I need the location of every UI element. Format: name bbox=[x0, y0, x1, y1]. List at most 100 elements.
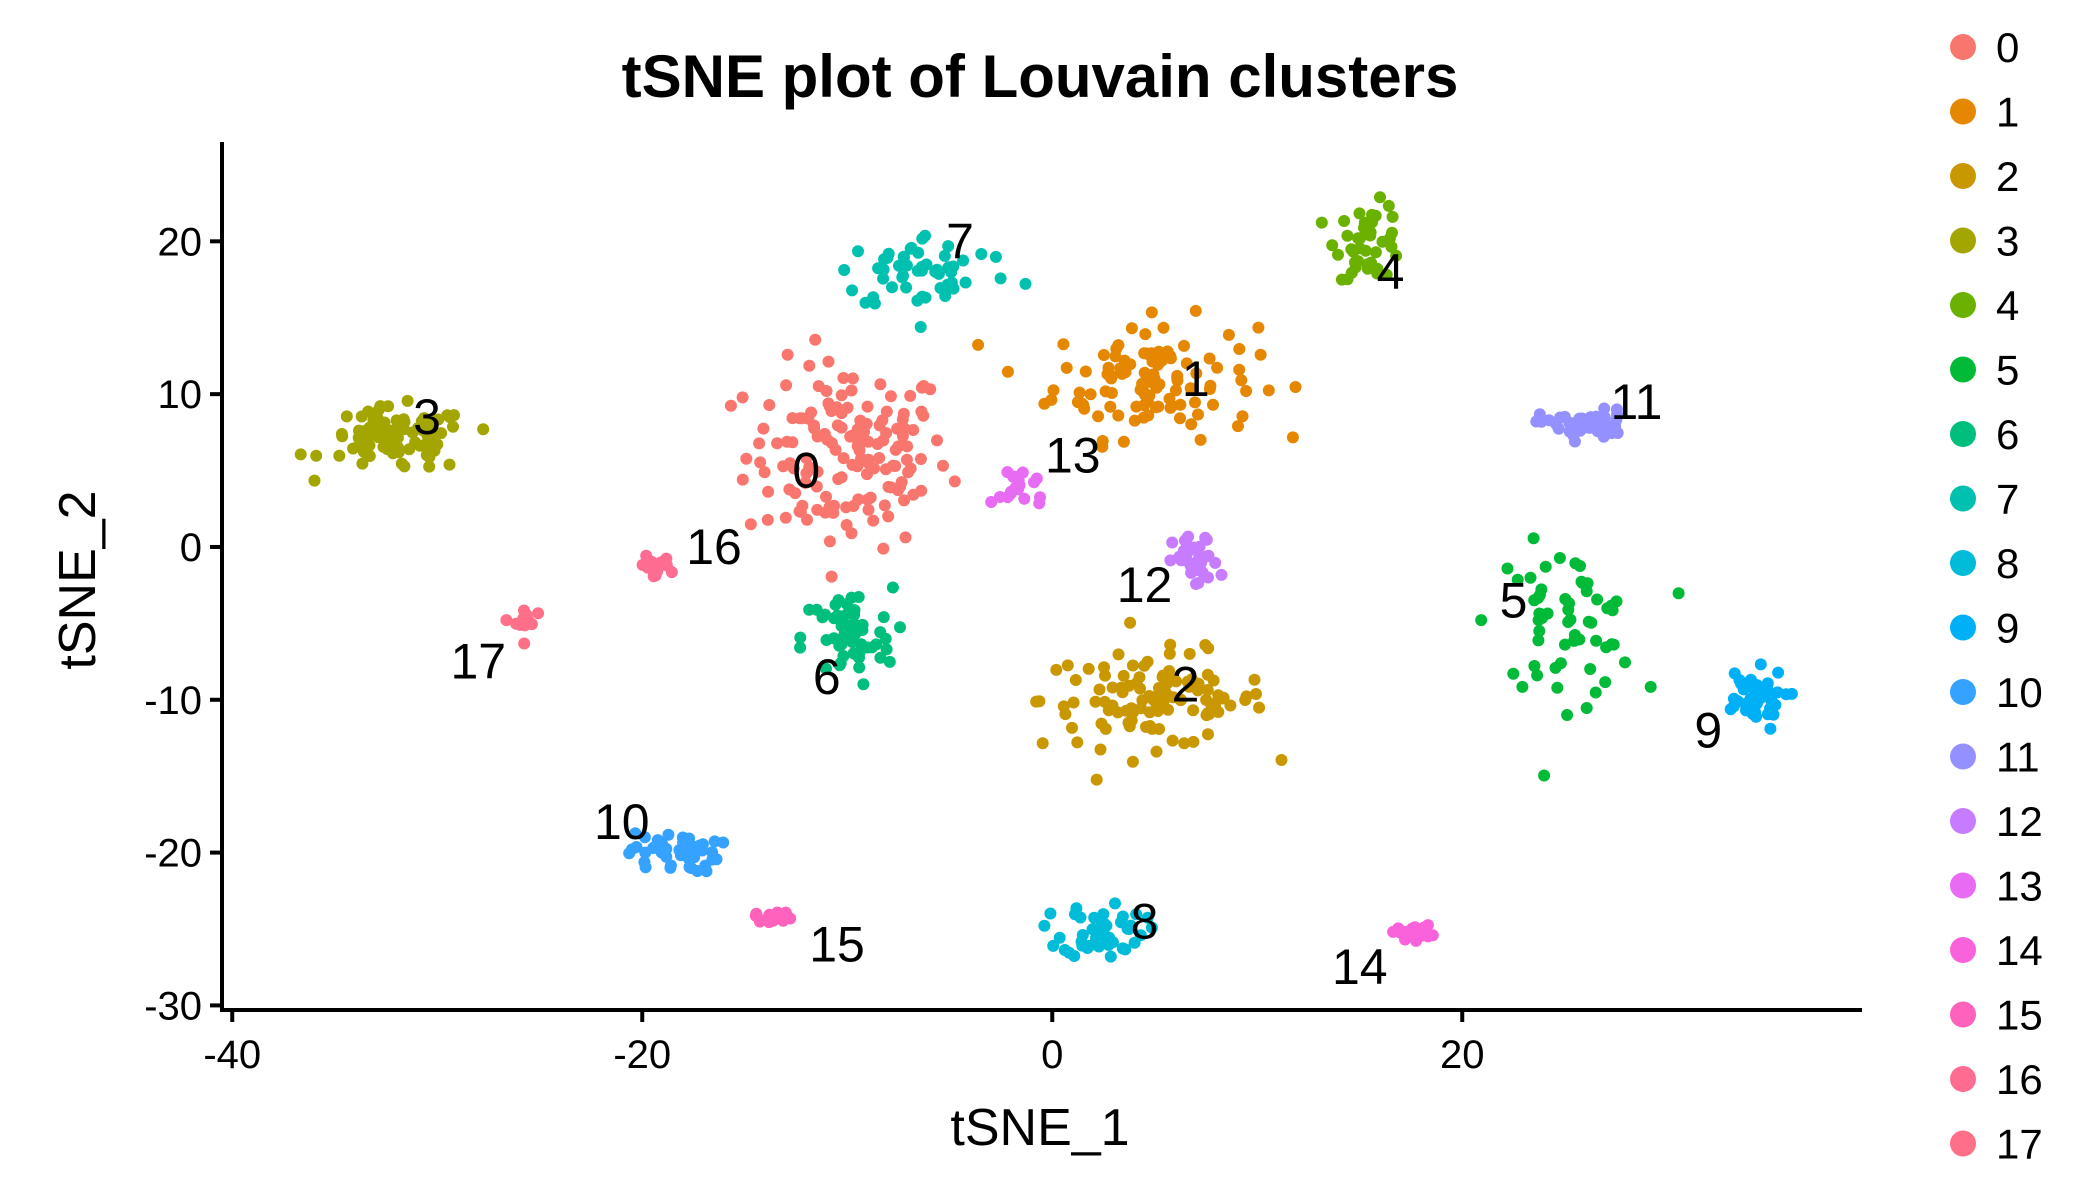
scatter-point bbox=[1184, 382, 1197, 395]
scatter-point bbox=[897, 269, 909, 282]
scatter-point bbox=[1050, 663, 1063, 676]
scatter-point bbox=[1475, 614, 1488, 627]
scatter-point bbox=[1554, 411, 1567, 424]
scatter-point bbox=[822, 355, 835, 368]
scatter-point bbox=[1169, 384, 1182, 397]
scatter-point bbox=[914, 321, 927, 333]
scatter-point bbox=[1096, 440, 1109, 453]
scatter-point bbox=[385, 424, 398, 437]
scatter-point bbox=[845, 527, 858, 540]
scatter-point bbox=[1194, 433, 1207, 446]
scatter-point bbox=[837, 372, 850, 384]
scatter-point bbox=[1115, 681, 1128, 694]
scatter-point bbox=[825, 570, 838, 583]
scatter-point bbox=[1554, 657, 1567, 670]
scatter-point bbox=[1212, 706, 1225, 718]
scatter-point bbox=[1240, 690, 1253, 703]
scatter-point bbox=[895, 476, 908, 489]
scatter-point bbox=[1610, 413, 1623, 426]
scatter-point bbox=[868, 297, 881, 310]
cluster-label-9: 9 bbox=[1694, 702, 1722, 758]
scatter-point bbox=[948, 475, 961, 488]
scatter-point bbox=[630, 841, 643, 853]
legend-item-16: 16 bbox=[1950, 1056, 2043, 1103]
scatter-point bbox=[911, 264, 924, 277]
cluster-label-8: 8 bbox=[1131, 893, 1159, 949]
x-axis-title: tSNE_1 bbox=[950, 1099, 1129, 1157]
scatter-point bbox=[1568, 629, 1581, 641]
legend-swatch bbox=[1950, 808, 1976, 834]
legend-swatch bbox=[1950, 485, 1976, 512]
scatter-point bbox=[1067, 696, 1080, 709]
scatter-point bbox=[820, 490, 832, 503]
scatter-point bbox=[1371, 267, 1384, 280]
points-layer bbox=[294, 191, 1798, 963]
scatter-point bbox=[1352, 232, 1365, 245]
scatter-point bbox=[1382, 199, 1395, 212]
scatter-point bbox=[867, 514, 880, 527]
scatter-point bbox=[1167, 691, 1180, 704]
scatter-point bbox=[838, 618, 851, 631]
scatter-point bbox=[1553, 552, 1566, 564]
scatter-point bbox=[800, 467, 813, 480]
scatter-point bbox=[874, 378, 887, 391]
scatter-point bbox=[403, 443, 416, 456]
scatter-point bbox=[1516, 680, 1529, 693]
scatter-point bbox=[683, 861, 696, 874]
scatter-point bbox=[1754, 658, 1767, 671]
scatter-point bbox=[781, 435, 793, 448]
scatter-point bbox=[1524, 571, 1537, 584]
scatter-point bbox=[880, 427, 893, 439]
scatter-point bbox=[901, 440, 914, 453]
legend-label: 3 bbox=[1996, 218, 2019, 265]
legend-label: 4 bbox=[1996, 282, 2019, 329]
scatter-point bbox=[1117, 942, 1130, 955]
scatter-point bbox=[780, 379, 793, 392]
scatter-point bbox=[985, 496, 998, 508]
cluster-label-1: 1 bbox=[1182, 351, 1210, 407]
scatter-point bbox=[884, 390, 897, 403]
cluster-10-points bbox=[623, 827, 730, 878]
scatter-point bbox=[907, 488, 920, 501]
scatter-point bbox=[1252, 321, 1265, 334]
scatter-point bbox=[993, 491, 1006, 503]
scatter-point bbox=[1038, 919, 1051, 932]
cluster-3-points bbox=[294, 394, 490, 487]
scatter-point bbox=[1426, 929, 1439, 942]
scatter-point bbox=[1580, 585, 1593, 598]
scatter-point bbox=[1672, 587, 1685, 600]
scatter-point bbox=[811, 465, 824, 478]
scatter-point bbox=[1145, 306, 1158, 319]
scatter-point bbox=[1532, 614, 1545, 627]
scatter-point bbox=[1090, 773, 1103, 786]
legend-swatch bbox=[1950, 34, 1976, 60]
scatter-point bbox=[1030, 695, 1043, 708]
scatter-point bbox=[846, 627, 859, 640]
legend-swatch bbox=[1950, 421, 1976, 447]
y-tick-label: -20 bbox=[144, 832, 202, 876]
scatter-point bbox=[1644, 680, 1657, 693]
scatter-point bbox=[660, 552, 673, 565]
legend-item-3: 3 bbox=[1950, 218, 2019, 265]
scatter-point bbox=[851, 440, 864, 453]
scatter-point bbox=[710, 853, 723, 866]
scatter-point bbox=[1099, 385, 1112, 398]
scatter-point bbox=[794, 641, 807, 654]
scatter-point bbox=[938, 249, 951, 262]
scatter-point bbox=[1315, 216, 1328, 229]
cluster-6-points bbox=[794, 581, 906, 691]
scatter-point bbox=[864, 491, 877, 504]
cluster-label-10: 10 bbox=[594, 794, 650, 850]
scatter-point bbox=[1019, 277, 1032, 290]
scatter-point bbox=[866, 641, 878, 654]
scatter-point bbox=[1580, 702, 1593, 714]
scatter-point bbox=[1728, 667, 1741, 680]
scatter-point bbox=[1163, 647, 1176, 660]
scatter-point bbox=[753, 437, 766, 450]
scatter-point bbox=[872, 262, 885, 275]
scatter-point bbox=[1735, 677, 1748, 690]
scatter-point bbox=[1567, 429, 1580, 442]
scatter-point bbox=[1561, 709, 1574, 721]
cluster-0-points bbox=[724, 333, 961, 583]
legend-item-15: 15 bbox=[1950, 992, 2043, 1039]
